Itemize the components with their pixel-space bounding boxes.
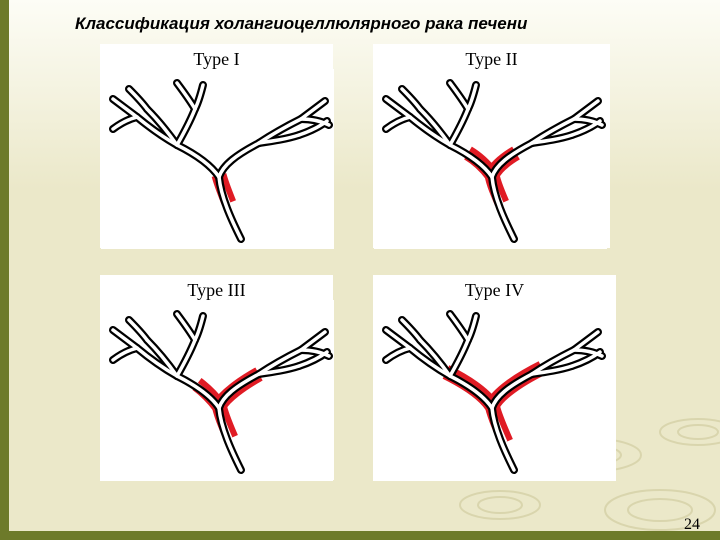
panel-label: Type IV bbox=[374, 280, 615, 301]
bile-duct-diagram bbox=[101, 69, 334, 249]
bile-duct-diagram bbox=[101, 300, 334, 480]
panel-label: Type I bbox=[101, 49, 332, 70]
panel-label: Type III bbox=[101, 280, 332, 301]
diagram-panel-type2: Type II bbox=[373, 44, 610, 248]
diagram-panel-type1: Type I bbox=[100, 44, 333, 248]
panel-label: Type II bbox=[374, 49, 609, 70]
diagram-panel-type4: Type IV bbox=[373, 275, 616, 481]
bile-duct-diagram bbox=[374, 69, 607, 249]
diagram-panel-type3: Type III bbox=[100, 275, 333, 481]
page-number: 24 bbox=[684, 516, 700, 534]
bile-duct-diagram bbox=[374, 300, 607, 480]
slide-title: Классификация холангиоцеллюлярного рака … bbox=[75, 14, 527, 34]
